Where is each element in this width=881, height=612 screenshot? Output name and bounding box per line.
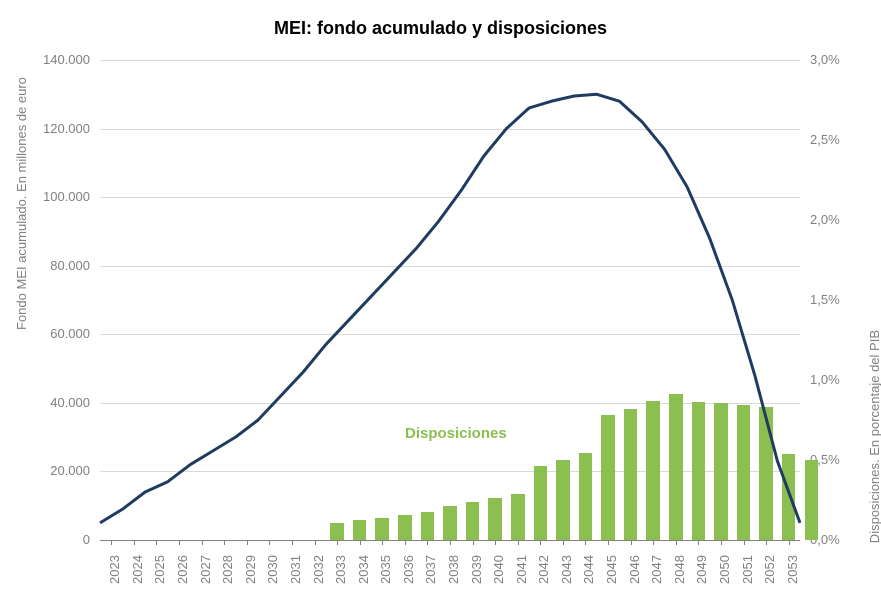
y-tick-left: 60.000: [30, 326, 90, 341]
x-tick-label: 2048: [672, 555, 687, 584]
x-tick-label: 2029: [243, 555, 258, 584]
x-tick-label: 2043: [559, 555, 574, 584]
y-tick-left: 80.000: [30, 258, 90, 273]
bar: [805, 460, 819, 540]
x-tick-label: 2025: [152, 555, 167, 584]
x-tick-mark: [427, 540, 428, 545]
x-tick-label: 2039: [469, 555, 484, 584]
x-tick-label: 2042: [536, 555, 551, 584]
y-tick-left: 100.000: [30, 189, 90, 204]
x-tick-label: 2031: [288, 555, 303, 584]
x-tick-label: 2024: [130, 555, 145, 584]
x-tick-label: 2032: [311, 555, 326, 584]
x-tick-mark: [721, 540, 722, 545]
x-tick-mark: [608, 540, 609, 545]
x-tick-label: 2047: [649, 555, 664, 584]
x-tick-mark: [789, 540, 790, 545]
x-tick-label: 2030: [265, 555, 280, 584]
x-tick-label: 2026: [175, 555, 190, 584]
y-tick-right: 0,0%: [810, 532, 870, 547]
bar-legend-label: Disposiciones: [405, 425, 507, 442]
x-tick-label: 2040: [491, 555, 506, 584]
x-tick-label: 2045: [604, 555, 619, 584]
y-tick-left: 140.000: [30, 52, 90, 67]
x-tick-label: 2049: [694, 555, 709, 584]
chart-container: MEI: fondo acumulado y disposiciones Fon…: [0, 0, 881, 612]
x-tick-label: 2036: [401, 555, 416, 584]
y-tick-right: 2,5%: [810, 132, 870, 147]
x-tick-label: 2027: [198, 555, 213, 584]
x-tick-mark: [698, 540, 699, 545]
x-tick-mark: [202, 540, 203, 545]
x-tick-mark: [676, 540, 677, 545]
x-tick-mark: [247, 540, 248, 545]
x-tick-mark: [653, 540, 654, 545]
x-tick-mark: [563, 540, 564, 545]
x-tick-mark: [156, 540, 157, 545]
chart-title: MEI: fondo acumulado y disposiciones: [0, 18, 881, 39]
y-tick-left: 120.000: [30, 121, 90, 136]
x-tick-mark: [179, 540, 180, 545]
x-tick-mark: [766, 540, 767, 545]
x-tick-mark: [292, 540, 293, 545]
y-tick-left: 40.000: [30, 395, 90, 410]
x-tick-mark: [111, 540, 112, 545]
x-tick-label: 2023: [107, 555, 122, 584]
y-tick-right: 1,0%: [810, 372, 870, 387]
x-tick-label: 2052: [762, 555, 777, 584]
x-tick-label: 2051: [740, 555, 755, 584]
x-tick-mark: [473, 540, 474, 545]
x-tick-label: 2028: [220, 555, 235, 584]
x-tick-label: 2038: [446, 555, 461, 584]
y-axis-left-label: Fondo MEI acumulado. En millones de euro: [14, 77, 29, 330]
y-tick-right: 0,5%: [810, 452, 870, 467]
x-tick-mark: [744, 540, 745, 545]
x-tick-mark: [631, 540, 632, 545]
y-tick-left: 0: [30, 532, 90, 547]
x-tick-label: 2046: [627, 555, 642, 584]
x-tick-mark: [382, 540, 383, 545]
x-tick-label: 2050: [717, 555, 732, 584]
x-tick-mark: [134, 540, 135, 545]
y-tick-left: 20.000: [30, 463, 90, 478]
x-tick-mark: [269, 540, 270, 545]
line-series: [100, 60, 800, 540]
x-tick-mark: [585, 540, 586, 545]
x-tick-label: 2033: [333, 555, 348, 584]
x-tick-label: 2034: [356, 555, 371, 584]
x-tick-mark: [518, 540, 519, 545]
x-tick-label: 2044: [581, 555, 596, 584]
y-tick-right: 1,5%: [810, 292, 870, 307]
x-tick-mark: [405, 540, 406, 545]
x-tick-mark: [540, 540, 541, 545]
x-tick-label: 2037: [423, 555, 438, 584]
x-tick-mark: [495, 540, 496, 545]
x-tick-mark: [224, 540, 225, 545]
x-tick-mark: [315, 540, 316, 545]
x-tick-label: 2035: [378, 555, 393, 584]
x-tick-label: 2053: [785, 555, 800, 584]
x-tick-mark: [360, 540, 361, 545]
x-tick-label: 2041: [514, 555, 529, 584]
plot-area: 020.00040.00060.00080.000100.000120.0001…: [100, 60, 800, 540]
y-tick-right: 3,0%: [810, 52, 870, 67]
x-tick-mark: [337, 540, 338, 545]
x-tick-mark: [450, 540, 451, 545]
y-axis-right-label: Disposiciones. En porcentaje del PIB: [867, 330, 881, 543]
y-tick-right: 2,0%: [810, 212, 870, 227]
